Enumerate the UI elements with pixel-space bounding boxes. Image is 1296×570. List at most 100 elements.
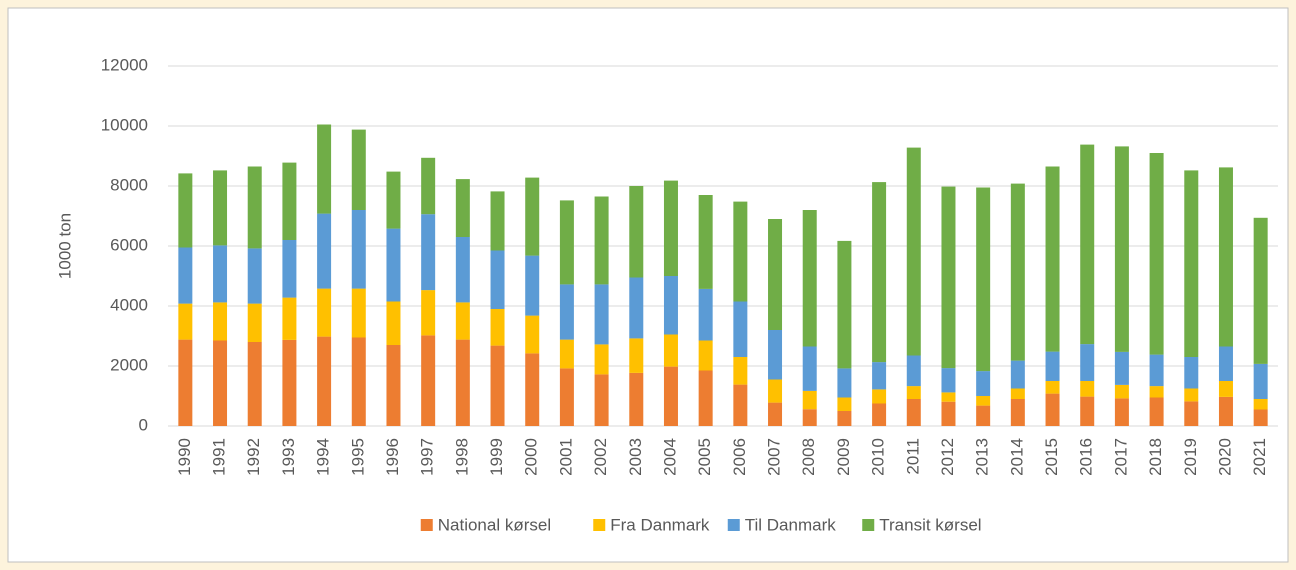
- bar-segment: [421, 214, 436, 291]
- bar-segment: [213, 340, 228, 426]
- bar-segment: [559, 284, 574, 340]
- bar-segment: [906, 147, 921, 356]
- x-tick-label: 1998: [452, 438, 471, 476]
- bar-segment: [525, 353, 540, 426]
- legend-swatch: [862, 519, 875, 531]
- bar-segment: [629, 186, 644, 278]
- bar-segment: [247, 248, 262, 304]
- bar-segment: [455, 237, 470, 303]
- y-tick-label: 2000: [110, 355, 148, 374]
- bar-segment: [455, 302, 470, 340]
- bar-segment: [421, 335, 436, 426]
- x-tick-label: 1993: [279, 438, 298, 476]
- y-tick-label: 8000: [110, 175, 148, 194]
- bar-segment: [941, 186, 956, 369]
- bar-segment: [1253, 409, 1268, 426]
- bar-segment: [976, 405, 991, 426]
- bar-segment: [941, 392, 956, 402]
- bar-segment: [768, 379, 783, 403]
- bar-segment: [247, 342, 262, 426]
- bar-segment: [386, 301, 401, 345]
- bar-segment: [317, 288, 332, 337]
- bar-segment: [1045, 351, 1060, 381]
- bar-segment: [733, 357, 748, 385]
- bar-segment: [594, 284, 609, 345]
- bar-segment: [178, 173, 193, 248]
- bar-segment: [594, 196, 609, 285]
- bar-segment: [525, 177, 540, 256]
- bar-segment: [768, 402, 783, 426]
- bar-segment: [421, 290, 436, 336]
- x-tick-label: 2012: [938, 438, 957, 476]
- bar-segment: [1218, 167, 1233, 347]
- legend-swatch: [727, 519, 740, 531]
- bar-segment: [317, 213, 332, 289]
- bar-segment: [282, 297, 297, 340]
- bar-segment: [1253, 399, 1268, 410]
- bar-segment: [1045, 393, 1060, 426]
- bar-segment: [941, 368, 956, 393]
- bar-segment: [1080, 381, 1095, 397]
- bar-segment: [525, 315, 540, 354]
- y-tick-label: 6000: [110, 235, 148, 254]
- bar-segment: [1010, 360, 1025, 389]
- x-tick-label: 2005: [695, 438, 714, 476]
- bar-segment: [906, 386, 921, 399]
- bar-segment: [663, 276, 678, 335]
- bar-segment: [351, 337, 366, 426]
- bar-segment: [490, 191, 505, 251]
- x-tick-label: 1999: [487, 438, 506, 476]
- bar-segment: [663, 366, 678, 426]
- bar-segment: [1080, 144, 1095, 345]
- bar-segment: [1253, 363, 1268, 399]
- bar-segment: [698, 288, 713, 341]
- bar-segment: [421, 157, 436, 215]
- bar-segment: [490, 309, 505, 346]
- bar-segment: [629, 338, 644, 373]
- x-tick-label: 1997: [418, 438, 437, 476]
- bar-segment: [1114, 384, 1129, 399]
- bar-segment: [733, 201, 748, 302]
- bar-segment: [178, 247, 193, 304]
- bar-segment: [525, 255, 540, 316]
- x-tick-label: 1995: [348, 438, 367, 476]
- bar-segment: [1045, 166, 1060, 352]
- x-tick-label: 2021: [1250, 438, 1269, 476]
- bar-segment: [733, 301, 748, 357]
- x-tick-label: 2019: [1181, 438, 1200, 476]
- bar-segment: [802, 346, 817, 391]
- bar-segment: [629, 277, 644, 339]
- bar-segment: [351, 210, 366, 289]
- bar-segment: [351, 288, 366, 338]
- legend-label: Til Danmark: [745, 515, 836, 534]
- bar-segment: [1114, 398, 1129, 426]
- bar-segment: [213, 245, 228, 303]
- bar-segment: [1253, 217, 1268, 364]
- x-tick-label: 2000: [522, 438, 541, 476]
- bar-segment: [1184, 357, 1199, 389]
- bar-segment: [1080, 344, 1095, 381]
- bar-segment: [872, 403, 887, 426]
- bar-segment: [178, 339, 193, 426]
- bar-segment: [837, 397, 852, 411]
- bar-segment: [386, 345, 401, 426]
- bar-segment: [629, 372, 644, 426]
- bar-segment: [941, 401, 956, 426]
- bar-segment: [594, 374, 609, 426]
- bar-segment: [768, 219, 783, 330]
- x-tick-label: 2009: [834, 438, 853, 476]
- x-tick-label: 2014: [1007, 438, 1026, 476]
- bar-segment: [559, 200, 574, 285]
- bar-segment: [386, 228, 401, 302]
- y-tick-label: 4000: [110, 295, 148, 314]
- bar-segment: [802, 210, 817, 347]
- bar-segment: [1149, 397, 1164, 426]
- bar-segment: [1045, 381, 1060, 394]
- bar-segment: [1010, 183, 1025, 361]
- x-tick-label: 2016: [1077, 438, 1096, 476]
- bar-segment: [594, 344, 609, 375]
- bar-segment: [837, 368, 852, 398]
- bar-segment: [976, 187, 991, 372]
- legend-label: Transit kørsel: [879, 515, 981, 534]
